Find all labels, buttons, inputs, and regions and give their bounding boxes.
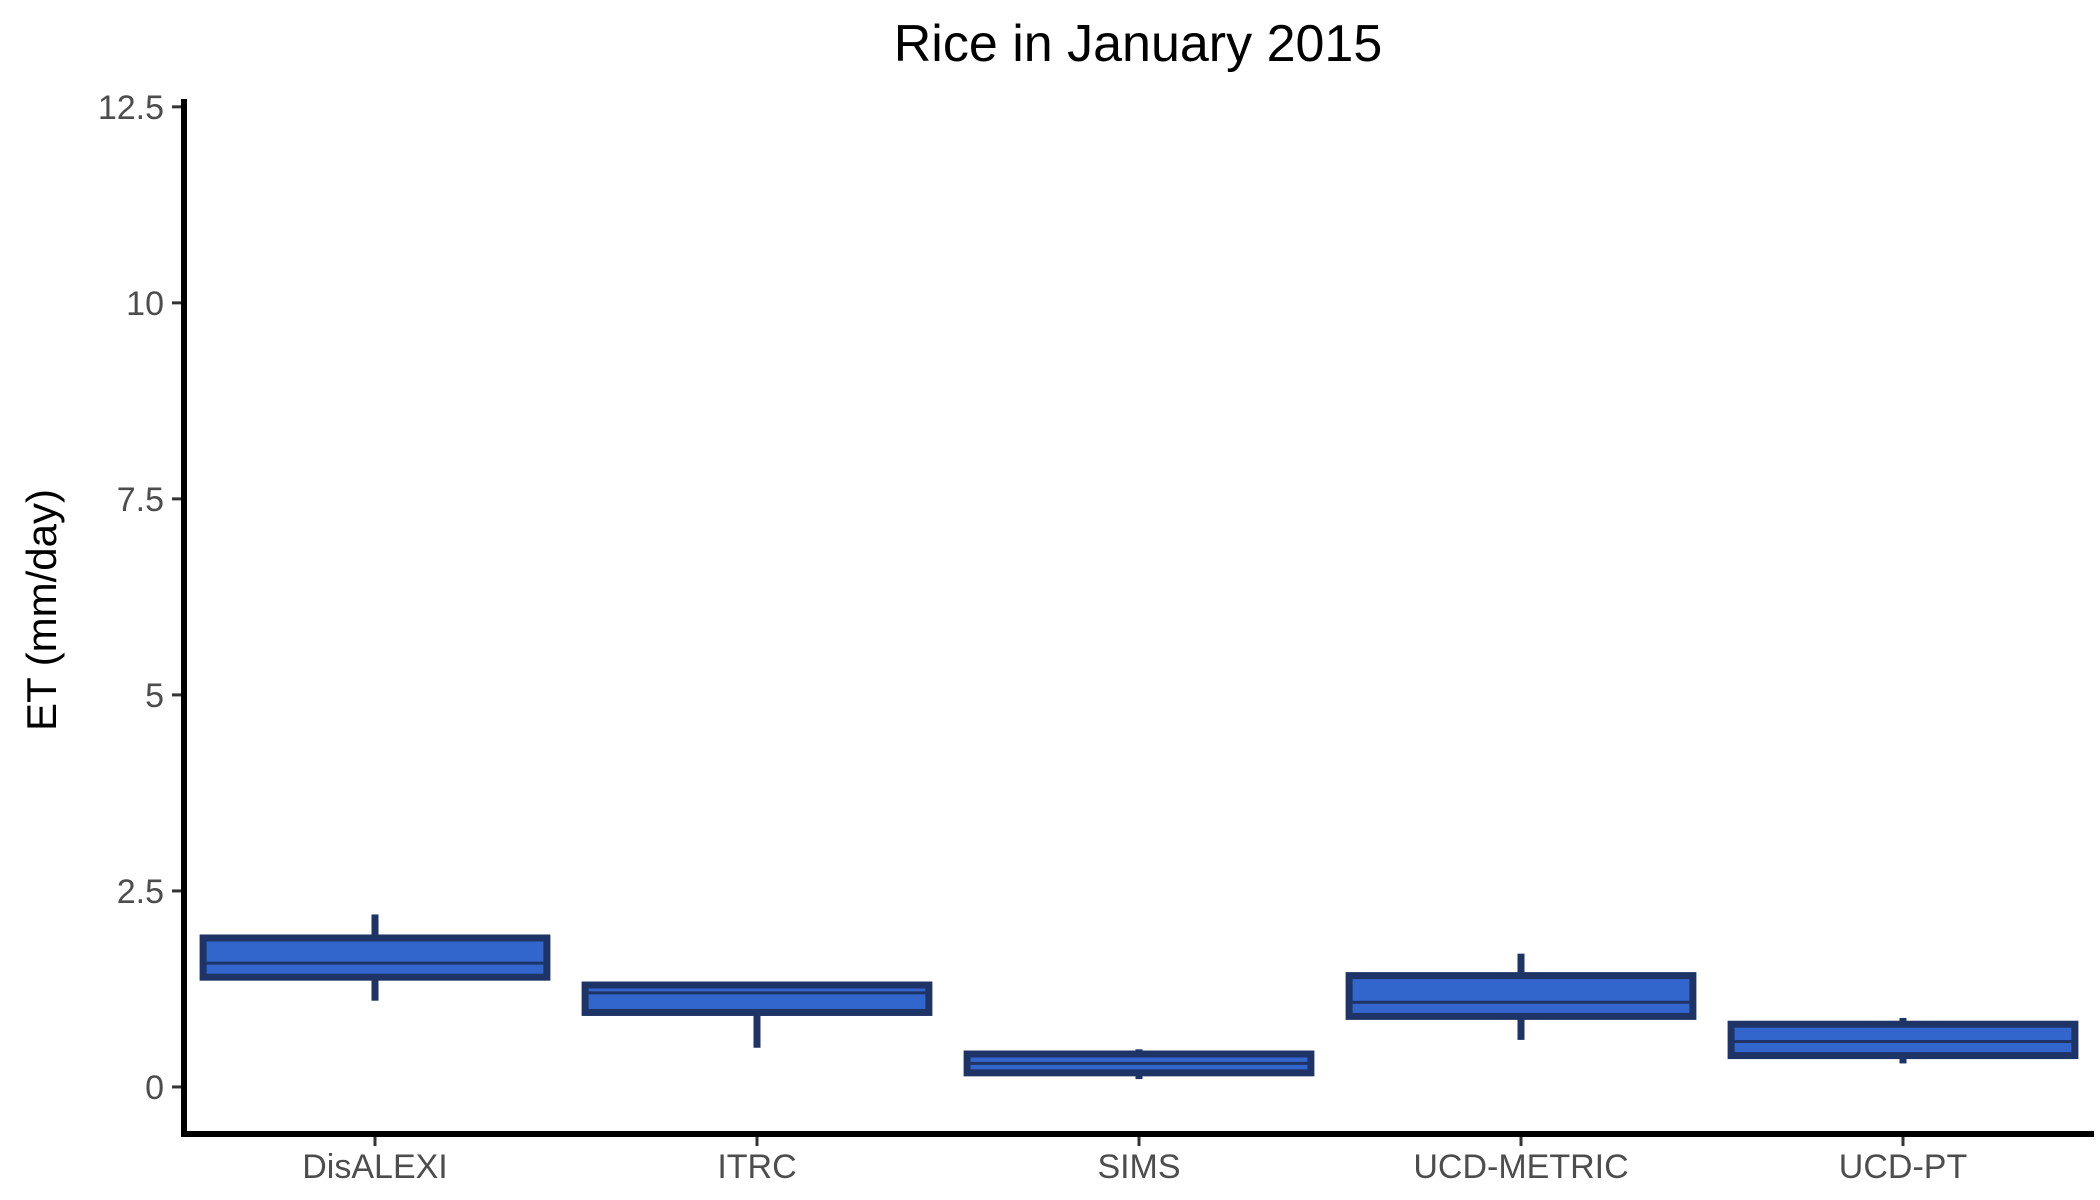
x-tick-label: ITRC (717, 1148, 796, 1186)
x-tick-label: SIMS (1097, 1148, 1180, 1186)
x-tick-label: UCD-METRIC (1413, 1148, 1628, 1186)
iqr-box (1345, 972, 1697, 1020)
chart-title: Rice in January 2015 (894, 15, 1383, 73)
box-series (199, 914, 2079, 1080)
box-disalexi (199, 914, 551, 1001)
box-itrc (581, 981, 933, 1048)
y-tick-label: 7.5 (117, 481, 164, 519)
box-ucd-pt (1727, 1017, 2079, 1064)
iqr-box (1727, 1020, 2079, 1060)
y-tick-label: 12.5 (98, 89, 164, 127)
x-tick-label: DisALEXI (302, 1148, 448, 1186)
iqr-box (581, 981, 933, 1016)
box-ucd-metric (1345, 953, 1697, 1040)
y-axis-title: ET (mm/day) (18, 489, 65, 731)
x-axis-ticks: DisALEXI ITRC SIMS UCD-METRIC UCD-PT (302, 1134, 1967, 1186)
iqr-box (199, 934, 551, 981)
y-tick-label: 5 (145, 677, 164, 715)
y-tick-label: 10 (126, 285, 164, 323)
y-axis-title-group: ET (mm/day) (18, 489, 65, 731)
y-axis-ticks: 0 2.5 5 7.5 10 12.5 (98, 89, 184, 1107)
y-tick-label: 2.5 (117, 873, 164, 911)
box-sims (963, 1049, 1315, 1080)
y-tick-label: 0 (145, 1069, 164, 1107)
x-tick-label: UCD-PT (1839, 1148, 1967, 1186)
